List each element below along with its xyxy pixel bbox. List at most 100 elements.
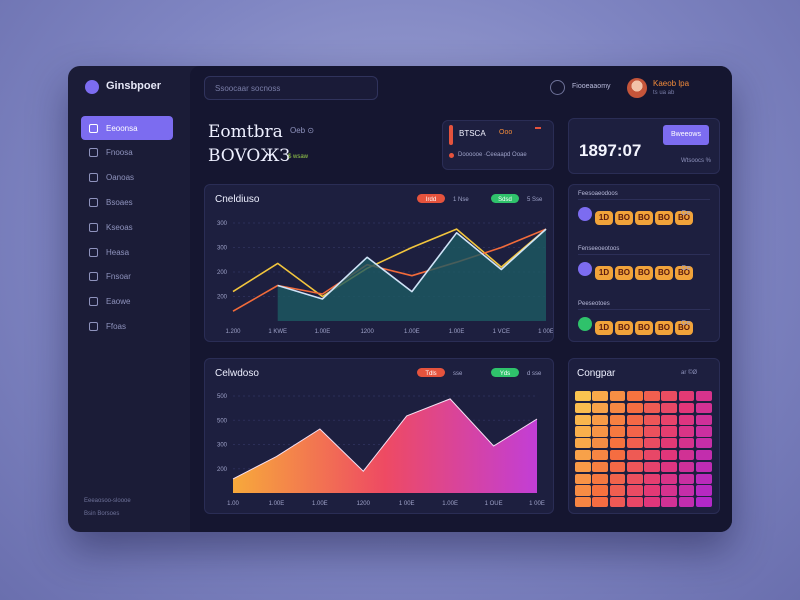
y-tick-label: 300 — [217, 443, 228, 449]
heat-cell — [575, 497, 591, 508]
nav-item[interactable]: Eaowe — [81, 290, 173, 314]
nav-item[interactable]: Kseoas — [81, 215, 173, 239]
alert-dot — [449, 153, 454, 158]
heat-cell — [626, 473, 643, 484]
legend-pill-label: Irdd — [426, 197, 436, 203]
user-sub: ts ua ab — [653, 90, 675, 96]
dashboard: Ginsbpoer Eeeaosoo-sloooe Bsin Borsoes S… — [68, 66, 732, 532]
list-label: Feesoaeodoos — [578, 191, 618, 197]
heat-cell — [695, 402, 712, 414]
pill: BO — [675, 321, 693, 335]
pill: 1D — [595, 266, 613, 280]
heat-cell — [695, 438, 712, 449]
list-icon — [578, 207, 592, 221]
heat-cell — [678, 461, 695, 473]
nav-icon — [89, 321, 98, 331]
legend-pill-label: Sdsd — [498, 197, 512, 203]
heat-cell — [661, 473, 677, 484]
alert-note: Doooooe ·Ceeaapd Ooae — [458, 152, 527, 158]
y-tick-label: 500 — [217, 418, 228, 424]
pill: BO — [655, 321, 673, 335]
nav-item[interactable]: Oanoas — [81, 166, 173, 190]
legend-pill — [491, 194, 519, 203]
area-chart: Celwdoso Tdls sse Yds d sse 500 500 300 200 1.00 1… — [215, 368, 545, 507]
heat-cell — [678, 391, 695, 402]
logo-icon — [85, 80, 99, 94]
button[interactable]: Bweeows — [663, 125, 709, 145]
area-edge — [232, 398, 538, 480]
x-tick-label: 1 00E — [529, 501, 545, 507]
main: Ssoocaar socnoss Fiooeaaomy Kaeob lpa ts… — [190, 66, 732, 532]
footer-text: Bsin Borsoes — [84, 511, 120, 517]
alert-card: BTSCA Ooo Doooooe ·Ceeaapd Ooae — [442, 120, 554, 170]
legend-pill-label: Yds — [500, 371, 510, 377]
nav-icon — [89, 222, 98, 232]
heat-cell — [592, 391, 608, 402]
notification-icon[interactable] — [550, 80, 565, 95]
heat-cell — [678, 414, 695, 425]
heat-cell — [644, 450, 660, 461]
x-tick-label: 1200 — [357, 501, 371, 507]
nav-item[interactable]: Eeoonsa — [81, 116, 173, 140]
legend-label: 5 Sse — [527, 197, 543, 203]
legend-label: sse — [453, 371, 463, 377]
legend-pill — [417, 194, 445, 203]
pill: BO — [635, 266, 653, 280]
heat-cell — [609, 450, 626, 461]
x-tick-label: 1 VCE — [493, 329, 510, 335]
heat-cell — [661, 450, 677, 461]
alert-value: Ooo — [499, 129, 513, 136]
y-tick-label: 300 — [217, 221, 228, 227]
nav-item[interactable]: Bsoaes — [81, 190, 173, 214]
heat-cell — [626, 461, 643, 473]
nav-item[interactable]: Heasa — [81, 240, 173, 264]
pill: BO — [635, 321, 653, 335]
nav-item[interactable]: Ffoas — [81, 314, 173, 338]
heat-cell — [661, 426, 677, 437]
line — [277, 228, 547, 300]
heat-cell — [695, 461, 712, 473]
heat-cell — [695, 450, 712, 461]
heat-cell — [609, 461, 626, 473]
nav-item[interactable]: Fnsoar — [81, 265, 173, 289]
heat-cell — [575, 402, 591, 414]
nav-icon — [89, 247, 98, 257]
page-title: Eomtbra — [208, 122, 283, 142]
search[interactable]: Ssoocaar socnoss — [204, 76, 378, 100]
pill: 1D — [595, 321, 613, 335]
heat-cell — [678, 497, 695, 508]
heat-cell — [575, 473, 591, 484]
nav-label: Eeoonsa — [106, 123, 138, 133]
heat-cell — [695, 497, 712, 508]
heat-cell — [575, 438, 591, 449]
heat-cell — [644, 414, 660, 425]
user-name: Kaeob lpa — [653, 79, 690, 88]
nav-item[interactable]: Fnoosa — [81, 141, 173, 165]
heat-cell — [609, 497, 626, 508]
x-tick-label: 1.200 — [225, 329, 241, 335]
header-delta: $ wsaw — [288, 154, 309, 160]
list-card: Feesoaeodoos 1D BO BO BO BO Ge Fenseeoeotoos 1D B… — [568, 184, 720, 342]
nav-icon — [89, 297, 98, 307]
heat-cell — [575, 485, 591, 496]
heat-cell — [626, 450, 643, 461]
footer-text: Eeeaosoo-sloooe — [84, 498, 131, 504]
x-tick-label: 1 00E — [399, 501, 415, 507]
heat-cell — [644, 485, 660, 496]
nav-label: Kseoas — [106, 222, 133, 232]
heat-cell — [592, 461, 608, 473]
avatar[interactable] — [627, 78, 647, 98]
list-end: Ge — [681, 265, 691, 272]
chart-title: Cneldiuso — [215, 194, 260, 205]
pill: BO — [615, 321, 633, 335]
x-tick-label: 1 OUE — [485, 501, 503, 507]
heat-cell — [609, 473, 626, 484]
heat-cell — [644, 438, 660, 449]
pill: BO — [615, 211, 633, 225]
list-icon — [578, 317, 592, 331]
heat-cell — [626, 402, 643, 414]
nav-label: Fnsoar — [106, 272, 131, 282]
y-tick-label: 200 — [217, 295, 228, 301]
y-tick-label: 500 — [217, 394, 228, 400]
x-tick-label: 1.00E — [449, 329, 465, 335]
